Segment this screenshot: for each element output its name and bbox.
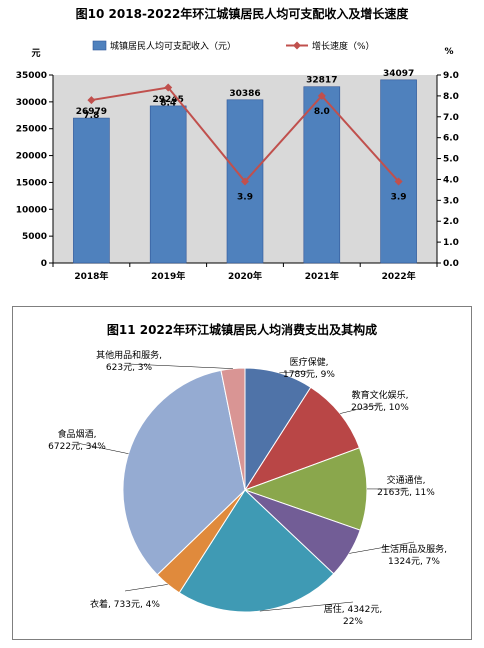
pie-leader-line	[279, 370, 310, 374]
left-tick-label: 20000	[16, 152, 47, 162]
pie-leader-line	[340, 403, 381, 414]
right-tick-label: 7.0	[443, 113, 459, 123]
income-chart-title: 图10 2018-2022年环江城镇居民人均可支配收入及增长速度	[76, 6, 410, 21]
right-tick-label: 4.0	[443, 175, 459, 185]
growth-label: 3.9	[237, 193, 253, 203]
x-tick-label: 2020年	[228, 270, 262, 282]
left-tick-label: 5000	[22, 232, 47, 242]
growth-label: 8.0	[314, 107, 330, 117]
right-tick-label: 8.0	[443, 92, 459, 102]
growth-marker	[164, 83, 173, 92]
right-tick-label: 5.0	[443, 155, 459, 165]
income-bar	[73, 117, 110, 264]
pie-leader-line	[76, 442, 129, 454]
x-tick-label: 2019年	[151, 270, 185, 282]
growth-label: 8.4	[160, 99, 176, 109]
growth-marker	[87, 96, 96, 105]
income-bar-label: 32817	[306, 76, 337, 86]
income-bar-label: 26979	[76, 107, 107, 117]
left-tick-label: 0	[41, 259, 47, 269]
pie-slice-label: 交通通信, 2163元, 11%	[377, 474, 435, 498]
growth-marker	[394, 177, 403, 186]
pie-slice	[243, 386, 361, 491]
x-tick-label: 2021年	[305, 270, 339, 282]
pie-slice-label: 教育文化娱乐, 2035元, 10%	[351, 389, 409, 413]
pie-slice-label: 医疗保健, 1789元, 9%	[283, 356, 335, 380]
pie-leader-line	[349, 541, 415, 554]
pie-leader-line	[124, 584, 168, 592]
legend-line-marker	[293, 41, 301, 50]
left-tick-label: 15000	[16, 178, 47, 188]
growth-marker	[241, 177, 249, 186]
pie-leader-line	[128, 363, 233, 369]
right-tick-label: 9.0	[443, 71, 459, 81]
legend-bar-label: 城镇居民人均可支配收入（元）	[110, 40, 236, 52]
growth-label: 7.8	[83, 111, 99, 121]
growth-marker	[317, 91, 326, 100]
pie-slice-label: 衣着, 733元, 4%	[90, 598, 160, 610]
income-bar-label: 29245	[153, 95, 184, 105]
right-tick-label: 0.0	[443, 259, 459, 269]
pie-leader-line	[259, 601, 354, 612]
income-bar	[380, 79, 417, 264]
consumption-chart-svg: 图11 2022年环江城镇居民人均消费支出及其构成 医疗保健, 1789元, 9%…	[48, 322, 447, 627]
legend-line-label: 增长速度（%）	[312, 40, 375, 52]
pie-slice-label: 生活用品及服务, 1324元, 7%	[381, 543, 447, 567]
income-bar-label: 30386	[229, 89, 260, 99]
income-bar-label: 34097	[383, 69, 414, 79]
consumption-chart: 图11 2022年环江城镇居民人均消费支出及其构成 医疗保健, 1789元, 9%…	[12, 306, 472, 640]
left-tick-label: 30000	[16, 98, 47, 108]
right-tick-label: 6.0	[443, 134, 459, 144]
pie-slice-label: 食品烟酒, 6722元, 34%	[48, 428, 106, 452]
consumption-chart-title: 图11 2022年环江城镇居民人均消费支出及其构成	[107, 322, 377, 337]
legend-bar-swatch	[92, 40, 107, 51]
x-tick-label: 2018年	[74, 270, 108, 282]
x-tick-label: 2022年	[382, 270, 416, 282]
pie-slice	[243, 447, 368, 531]
left-tick-label: 10000	[16, 205, 47, 215]
left-tick-label: 25000	[16, 125, 47, 135]
left-axis-unit: 元	[31, 48, 40, 59]
right-tick-label: 1.0	[443, 238, 459, 248]
right-tick-label: 2.0	[443, 217, 459, 227]
right-axis-unit: %	[444, 47, 453, 57]
pie-slice-label: 居住, 4342元, 22%	[324, 603, 383, 627]
left-tick-label: 35000	[16, 71, 47, 81]
pie-slice	[122, 369, 246, 576]
income-bar	[149, 105, 187, 264]
right-tick-label: 3.0	[443, 196, 459, 206]
income-chart: 图10 2018-2022年环江城镇居民人均可支配收入及增长速度 0 5000 10…	[0, 0, 484, 296]
growth-label: 3.9	[391, 193, 407, 203]
pie-slice-label: 其他用品和服务, 623元, 3%	[96, 349, 162, 373]
income-chart-svg: 图10 2018-2022年环江城镇居民人均可支配收入及增长速度 0 5000 10…	[16, 6, 459, 282]
income-bar	[303, 86, 341, 264]
